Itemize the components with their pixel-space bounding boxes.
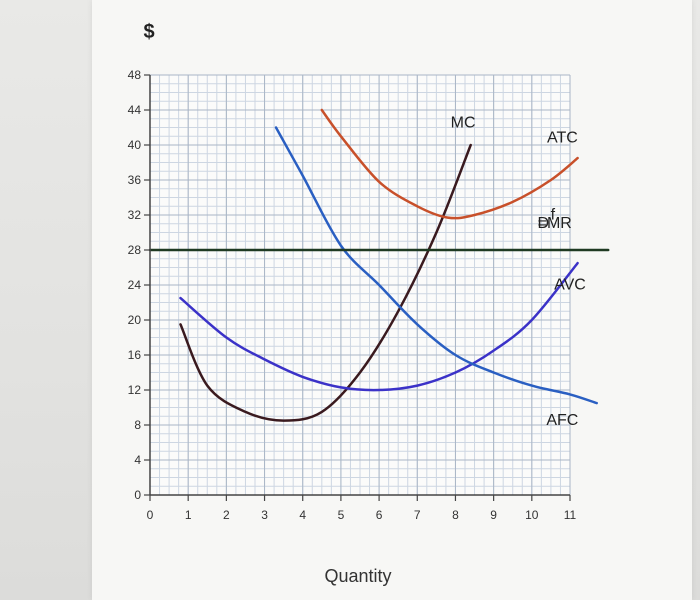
atc-curve (320, 108, 579, 220)
curve-label: =MR (538, 215, 572, 232)
x-tick-label: 5 (338, 508, 345, 522)
y-tick-label: 48 (128, 68, 142, 82)
x-tick-label: 7 (414, 508, 421, 522)
annotations: MC ATC Df=MR AVC AFC (451, 115, 586, 430)
y-tick-label: 20 (128, 313, 142, 327)
x-tick-label: 2 (223, 508, 230, 522)
x-tick-label: 10 (525, 508, 539, 522)
curve-label: AVC (554, 276, 586, 293)
y-tick-label: 28 (128, 243, 142, 257)
y-tick-label: 8 (134, 418, 141, 432)
y-tick-label: 36 (128, 173, 142, 187)
x-tick-label: 1 (185, 508, 192, 522)
afc-curve (274, 126, 598, 405)
curve-label: D (537, 215, 549, 232)
y-axis-label: $ (143, 21, 154, 43)
x-tick-label: 11 (564, 508, 577, 522)
curve-label: ATC (547, 129, 578, 146)
x-tick-label: 0 (147, 508, 154, 522)
superscript-label: f (551, 206, 556, 223)
curve-label: AFC (546, 412, 578, 429)
x-tick-label: 4 (299, 508, 306, 522)
y-tick-label: 0 (134, 488, 141, 502)
y-tick-label: 4 (134, 453, 141, 467)
grid (149, 74, 571, 496)
x-tick-label: 8 (452, 508, 459, 522)
avc-curve (179, 261, 579, 392)
curve-label: MC (451, 115, 476, 132)
y-tick-label: 24 (128, 278, 142, 292)
curves (148, 108, 610, 422)
y-tick-label: 12 (128, 383, 142, 397)
y-tick-label: 16 (128, 348, 142, 362)
x-tick-label: 9 (490, 508, 497, 522)
y-tick-label: 32 (128, 208, 142, 222)
y-tick-label: 40 (128, 138, 142, 152)
x-axis-label: Quantity (324, 566, 391, 586)
mc-curve (179, 143, 472, 422)
x-tick-label: 3 (261, 508, 268, 522)
x-tick-label: 6 (376, 508, 383, 522)
y-tick-label: 44 (128, 103, 142, 117)
